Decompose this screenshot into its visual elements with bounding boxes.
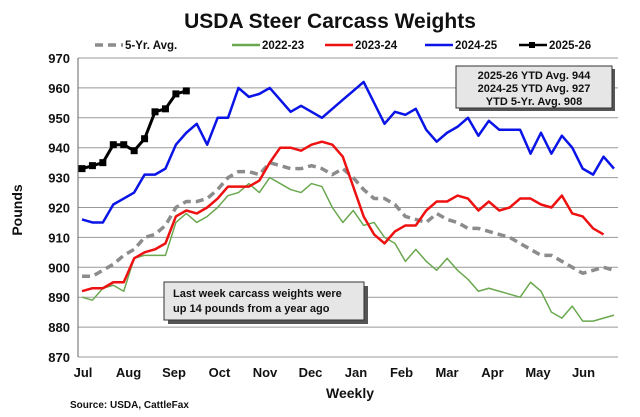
- y-tick-label: 970: [48, 51, 70, 66]
- x-tick-label: Nov: [253, 365, 278, 380]
- y-tick-label: 890: [48, 290, 70, 305]
- legend-label: 2024-25: [455, 40, 498, 52]
- x-tick-label: Jul: [74, 365, 93, 380]
- y-tick-label: 900: [48, 260, 70, 275]
- y-tick-label: 960: [48, 81, 70, 96]
- annotation-box: Last week carcass weights were up 14 pou…: [163, 281, 368, 324]
- y-axis: 870 880 890 900 910 920 930 940 950 960 970: [48, 51, 70, 365]
- data-point: [161, 105, 169, 113]
- series-line-2023-24: [81, 140, 605, 293]
- x-tick-label: Jan: [345, 365, 367, 380]
- y-axis-label: Pounds: [9, 184, 25, 236]
- y-tick-label: 880: [48, 320, 70, 335]
- series-line-5-Yr. Avg.: [82, 160, 615, 279]
- annotation-line: up 14 pounds from a year ago: [173, 303, 330, 315]
- legend-label: 2022-23: [262, 40, 304, 52]
- chart-title: USDA Steer Carcass Weights: [184, 10, 476, 33]
- annotation-line: Last week carcass weights were: [173, 288, 342, 300]
- x-tick-label: Jun: [572, 365, 595, 380]
- x-tick-label: Dec: [299, 365, 323, 380]
- data-point: [182, 87, 190, 95]
- data-point: [78, 165, 86, 173]
- legend-marker: [529, 42, 535, 48]
- x-tick-label: Feb: [390, 365, 413, 380]
- legend: 5-Yr. Avg. 2022-23 2023-24 2024-25 2025-26: [95, 40, 591, 52]
- stats-line: 2024-25 YTD Avg. 927: [478, 83, 591, 95]
- x-axis: Jul Aug Sep Oct Nov Dec Jan Feb Mar Apr May Jun: [74, 365, 596, 380]
- x-axis-label: Weekly: [326, 385, 374, 401]
- data-point: [120, 141, 128, 149]
- x-tick-label: Mar: [435, 365, 458, 380]
- stats-line: YTD 5-Yr. Avg. 908: [486, 96, 582, 108]
- series-lines: [78, 80, 615, 322]
- x-tick-label: May: [525, 365, 551, 380]
- y-tick-label: 930: [48, 171, 70, 186]
- data-point: [99, 159, 107, 167]
- y-tick-label: 940: [48, 141, 70, 156]
- legend-label: 5-Yr. Avg.: [125, 40, 177, 52]
- x-tick-label: Apr: [481, 365, 503, 380]
- series-line-2024-25: [81, 80, 615, 224]
- x-tick-label: Oct: [209, 365, 231, 380]
- legend-label: 2023-24: [355, 40, 398, 52]
- y-tick-label: 910: [48, 230, 70, 245]
- source-note: Source: USDA, CattleFax: [70, 400, 189, 411]
- data-point: [172, 90, 180, 98]
- y-tick-label: 920: [48, 201, 70, 216]
- stats-line: 2025-26 YTD Avg. 944: [478, 70, 592, 82]
- data-point: [151, 108, 159, 116]
- x-tick-label: Sep: [162, 365, 186, 380]
- data-point: [130, 147, 138, 155]
- x-tick-label: Aug: [116, 365, 141, 380]
- y-tick-label: 870: [48, 350, 70, 365]
- series-line-2022-23: [81, 176, 615, 322]
- y-tick-label: 950: [48, 111, 70, 126]
- data-point: [109, 141, 117, 149]
- legend-label: 2025-26: [549, 40, 591, 52]
- data-point: [88, 162, 96, 170]
- data-point: [141, 135, 149, 143]
- stats-box: 2025-26 YTD Avg. 944 2024-25 YTD Avg. 92…: [455, 65, 615, 111]
